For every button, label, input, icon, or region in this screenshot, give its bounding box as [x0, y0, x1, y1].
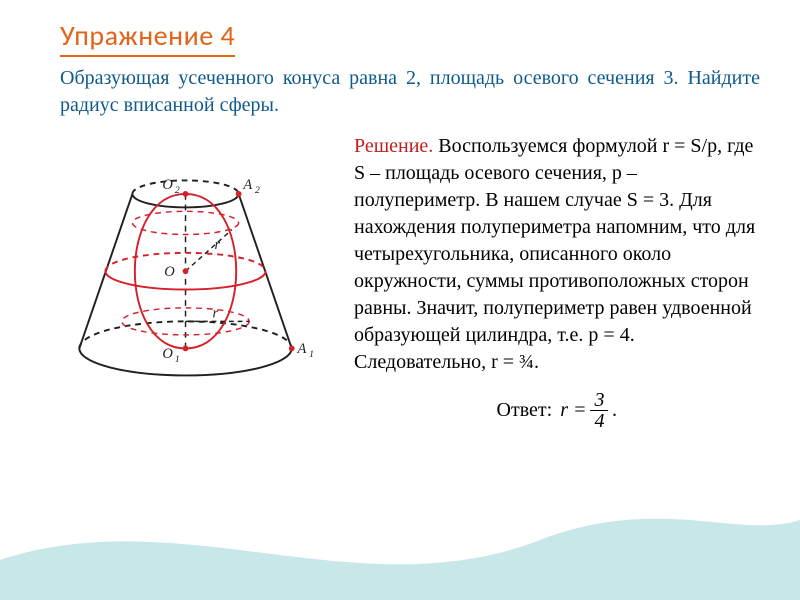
svg-text:r: r	[214, 237, 220, 253]
truncated-cone-diagram: OO1O2A1A2rr	[60, 151, 340, 401]
exercise-title: Упражнение 4	[60, 18, 235, 57]
svg-text:O: O	[162, 177, 173, 193]
svg-text:2: 2	[255, 185, 260, 196]
answer-equation: r = 3 4 .	[560, 390, 617, 431]
svg-text:O: O	[162, 346, 173, 362]
fraction-numerator: 3	[590, 390, 608, 411]
solution-lead: Решение.	[354, 135, 433, 157]
solution-text: Решение. Воспользуемся формулой r = S/p,…	[354, 133, 760, 431]
background-decoration	[0, 490, 800, 600]
svg-text:A: A	[297, 341, 307, 357]
svg-text:O: O	[164, 264, 175, 280]
content-row: OO1O2A1A2rr Решение. Воспользуемся форму…	[60, 133, 760, 431]
diagram-container: OO1O2A1A2rr	[60, 133, 340, 406]
answer-fraction: 3 4	[590, 390, 608, 431]
fraction-denominator: 4	[590, 411, 608, 431]
svg-text:r: r	[213, 306, 219, 322]
answer-label: Ответ:	[497, 397, 553, 424]
answer-row: Ответ: r = 3 4 .	[354, 390, 760, 431]
answer-suffix: .	[612, 397, 617, 424]
answer-lhs: r =	[560, 397, 586, 424]
svg-text:A: A	[242, 177, 252, 193]
bg-wave	[0, 519, 800, 600]
svg-text:1: 1	[175, 354, 180, 365]
svg-text:1: 1	[309, 349, 314, 360]
svg-text:2: 2	[175, 185, 180, 196]
slide: Упражнение 4 Образующая усеченного конус…	[0, 0, 800, 431]
problem-statement: Образующая усеченного конуса равна 2, пл…	[60, 65, 760, 119]
solution-body: Воспользуемся формулой r = S/p, где S – …	[354, 135, 755, 373]
